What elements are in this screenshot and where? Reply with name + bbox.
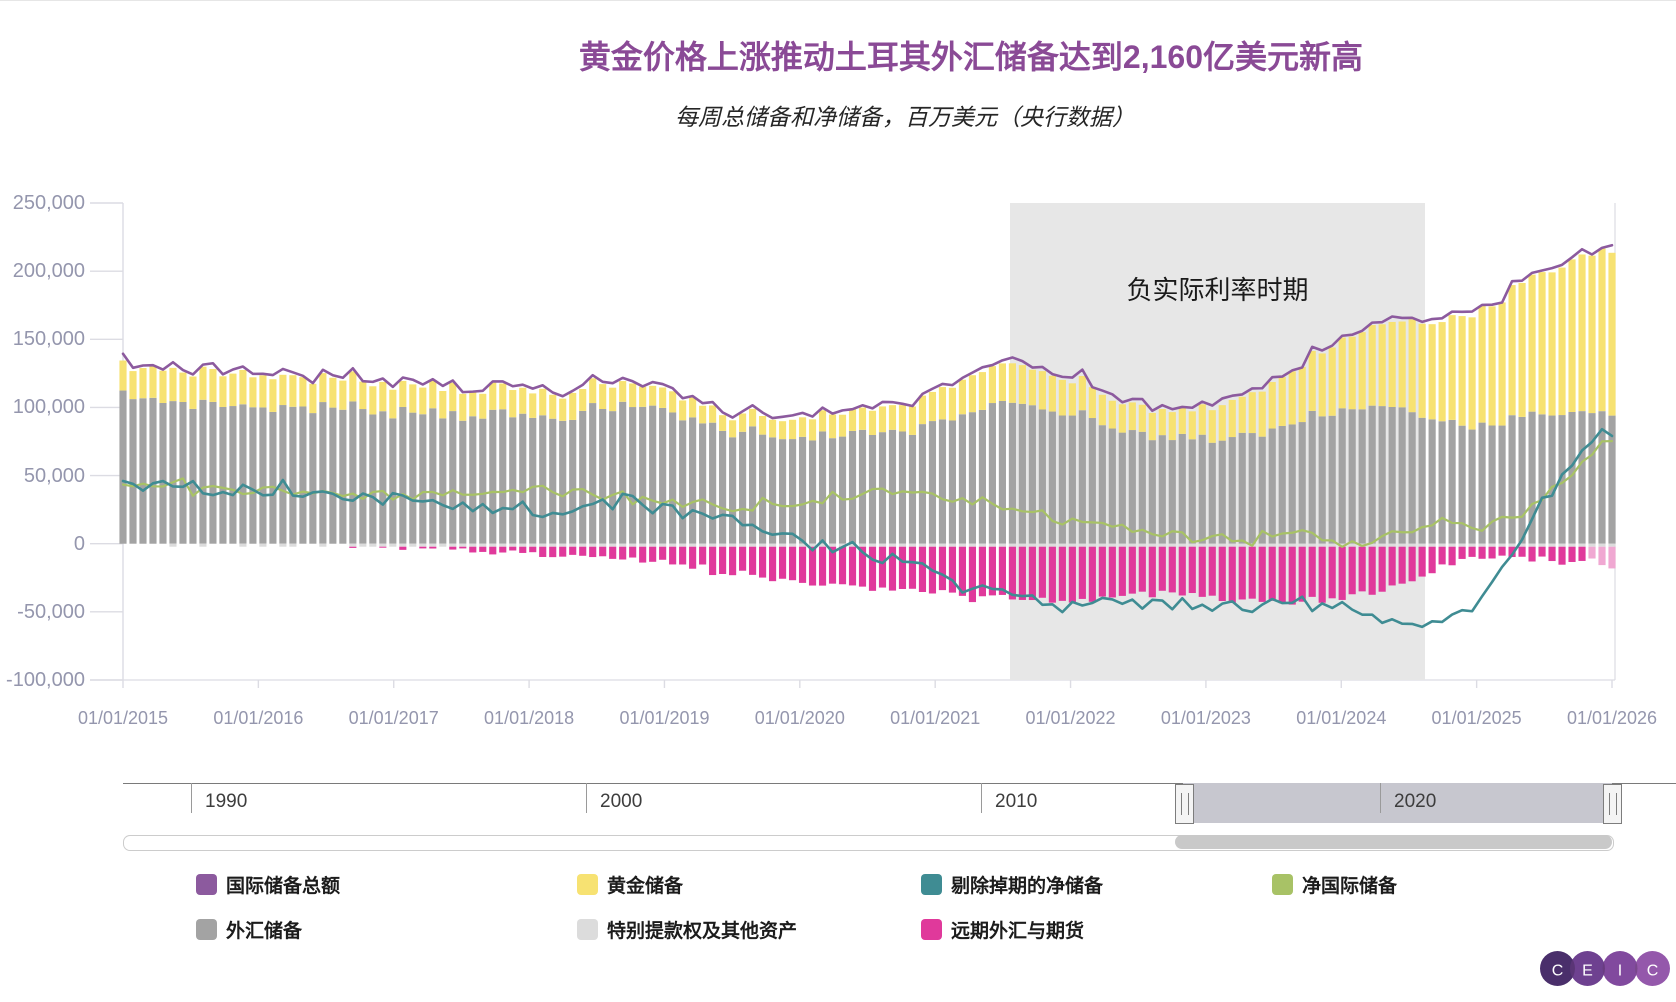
svg-text:C: C <box>1647 963 1659 980</box>
svg-text:E: E <box>1582 963 1593 980</box>
svg-text:I: I <box>1618 963 1622 980</box>
svg-text:C: C <box>1552 963 1564 980</box>
